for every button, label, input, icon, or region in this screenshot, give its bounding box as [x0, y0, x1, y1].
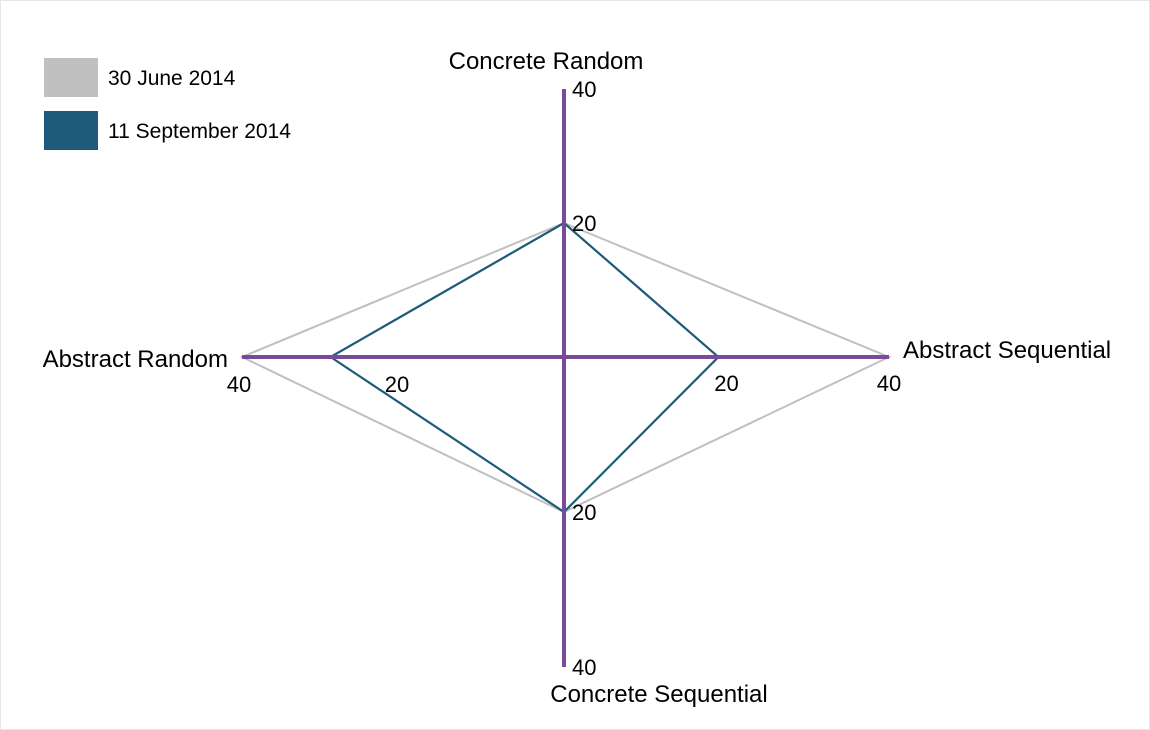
axis-label-ar: Abstract Random	[43, 346, 228, 373]
tick-label-as-20: 20	[714, 371, 738, 396]
tick-label-cs-20: 20	[572, 500, 596, 525]
legend-label-1: 11 September 2014	[108, 120, 291, 143]
legend: 30 June 2014 11 September 2014	[44, 58, 291, 150]
tick-label-as-40: 40	[877, 371, 901, 396]
axis-label-cs: Concrete Sequential	[550, 681, 767, 708]
tick-label-cr-20: 20	[572, 211, 596, 236]
tick-label-ar-40: 40	[227, 372, 251, 397]
tick-label-ar-20: 20	[385, 372, 409, 397]
legend-label-0: 30 June 2014	[108, 67, 236, 90]
series-polygon-1	[328, 221, 721, 514]
tick-label-cs-40: 40	[572, 655, 596, 680]
legend-swatch-0	[44, 58, 98, 97]
legend-swatch-1	[44, 111, 98, 150]
tick-label-cr-40: 40	[572, 77, 596, 102]
axis-label-as: Abstract Sequential	[903, 337, 1111, 364]
axis-label-cr: Concrete Random	[449, 48, 644, 75]
axis-layer	[242, 89, 889, 667]
